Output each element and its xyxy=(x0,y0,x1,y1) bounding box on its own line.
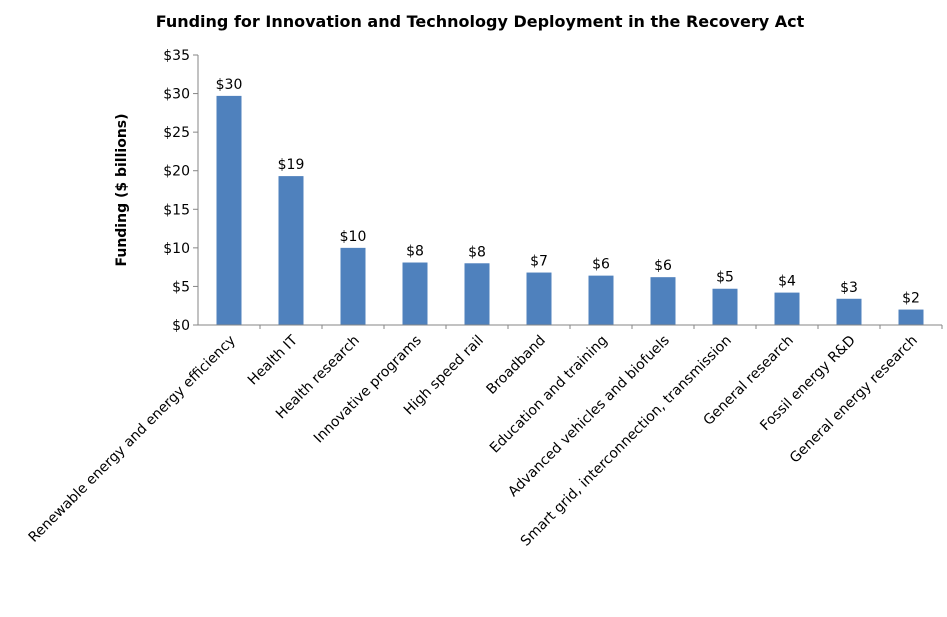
bar xyxy=(588,275,614,325)
y-axis-label: Funding ($ billions) xyxy=(114,113,130,266)
bar xyxy=(898,309,924,325)
bar xyxy=(712,288,738,325)
bar xyxy=(216,95,242,325)
bar xyxy=(278,176,304,325)
bar-data-label: $8 xyxy=(468,244,486,260)
bar-data-label: $2 xyxy=(902,291,920,307)
y-tick-label: $25 xyxy=(163,125,190,141)
y-tick-label: $0 xyxy=(172,318,190,334)
chart-title: Funding for Innovation and Technology De… xyxy=(156,12,805,31)
x-tick-label: General energy research xyxy=(787,333,921,467)
bar xyxy=(774,292,800,325)
bar xyxy=(464,263,490,325)
y-tick-label: $20 xyxy=(163,164,190,180)
bar-data-label: $6 xyxy=(654,258,672,274)
bar-data-label: $30 xyxy=(216,77,243,93)
x-tick-label: Renewable energy and energy efficiency xyxy=(26,333,239,546)
bar xyxy=(402,262,428,325)
bar xyxy=(836,298,862,325)
bar-data-label: $10 xyxy=(340,229,367,245)
y-tick-label: $5 xyxy=(172,279,190,295)
y-tick-label: $30 xyxy=(163,87,190,103)
x-tick-label: Education and training xyxy=(487,333,611,457)
x-tick-label: Broadband xyxy=(484,333,549,398)
bar-data-label: $4 xyxy=(778,274,796,290)
bar xyxy=(526,272,552,325)
x-tick-label: Smart grid, interconnection, transmissio… xyxy=(518,333,735,550)
y-tick-label: $35 xyxy=(163,48,190,64)
bar-data-label: $5 xyxy=(716,270,734,286)
bar-data-label: $7 xyxy=(530,254,548,270)
bar xyxy=(340,247,366,325)
x-tick-label: Innovative programs xyxy=(311,333,425,447)
bar-data-label: $6 xyxy=(592,257,610,273)
y-tick-label: $10 xyxy=(163,241,190,257)
bar xyxy=(650,277,676,325)
y-tick-label: $15 xyxy=(163,202,190,218)
bar-data-label: $8 xyxy=(406,244,424,260)
y-axis: $0 $5 $10 $15 $20 $25 $30 $35 xyxy=(163,48,199,334)
bar-data-label: $19 xyxy=(278,157,305,173)
x-axis: Renewable energy and energy efficiency He… xyxy=(26,324,943,550)
bar-data-label: $3 xyxy=(840,280,858,296)
x-tick-label: Health IT xyxy=(245,332,301,388)
bars: $30 $19 $10 $8 $8 $7 $6 $6 $5 $4 $3 $2 xyxy=(216,77,924,325)
